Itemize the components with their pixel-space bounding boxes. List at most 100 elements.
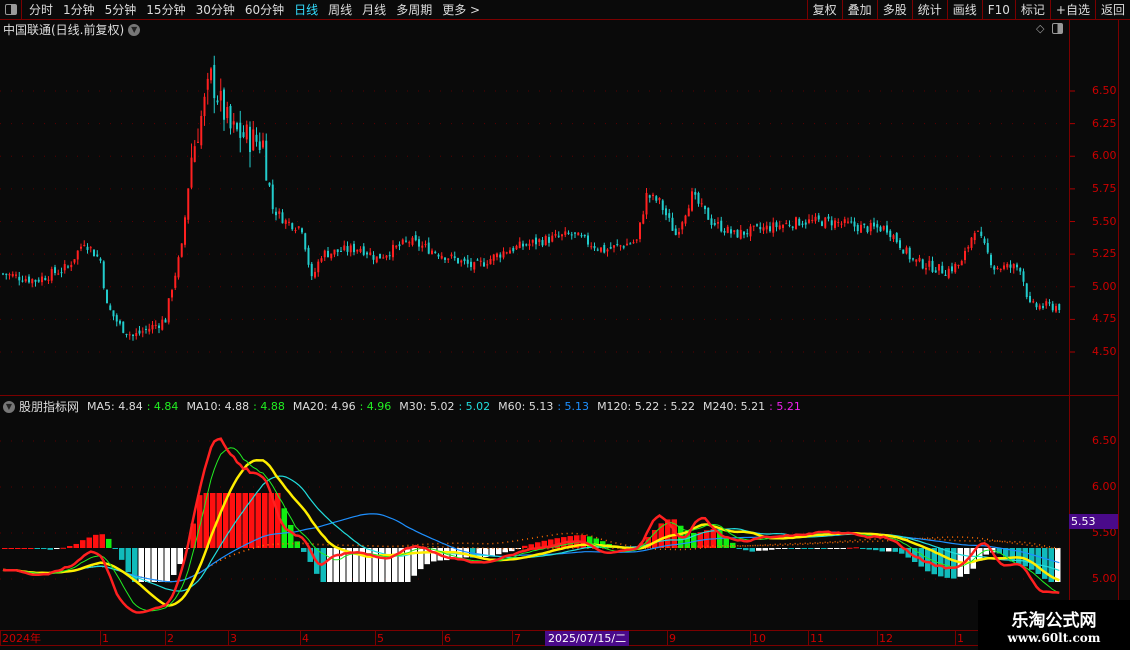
histogram-bar — [301, 548, 307, 552]
histogram-bar — [275, 493, 281, 548]
histogram-bar — [268, 493, 274, 548]
candle — [694, 192, 697, 195]
period-tab[interactable]: 1分钟 — [63, 3, 95, 17]
chevron-down-icon[interactable]: ▼ — [128, 23, 141, 36]
candle — [645, 192, 648, 215]
candle — [437, 254, 440, 257]
candle — [717, 222, 719, 224]
histogram-bar — [398, 548, 404, 582]
time-tick: 2 — [165, 631, 174, 646]
histogram-bar — [28, 548, 34, 549]
candle — [314, 271, 316, 278]
toolbar-button[interactable]: 叠加 — [841, 0, 877, 20]
candle — [626, 243, 628, 246]
candle — [2, 273, 4, 275]
candle — [41, 276, 43, 283]
watermark-logo: 乐淘公式网 www.60lt.com — [978, 600, 1130, 650]
ma5-line — [2, 437, 1060, 614]
candle — [99, 258, 102, 261]
toolbar-button[interactable]: 统计 — [911, 0, 947, 20]
histogram-bar — [106, 538, 112, 548]
histogram-bar — [177, 548, 183, 565]
period-tab[interactable]: 分时 — [29, 3, 54, 17]
candle — [310, 263, 313, 277]
candle — [307, 247, 310, 265]
toolbar-button[interactable]: +自选 — [1049, 0, 1095, 20]
period-tab[interactable]: 月线 — [362, 3, 387, 17]
toolbar-button[interactable]: 多股 — [876, 0, 912, 20]
candle — [886, 225, 888, 233]
histogram-bar — [190, 523, 196, 548]
toolbar-button[interactable]: 返回 — [1094, 0, 1130, 20]
toolbar-button[interactable]: F10 — [981, 0, 1015, 20]
candle — [457, 258, 459, 264]
candle — [648, 195, 651, 198]
period-tab[interactable]: 多周期 — [396, 3, 433, 17]
histogram-bar — [925, 548, 931, 572]
current-price-label: 5.53 — [1069, 514, 1118, 529]
period-tab[interactable]: 30分钟 — [195, 3, 235, 17]
candle — [788, 224, 791, 226]
histogram-bar — [1029, 548, 1035, 570]
toolbar-button[interactable]: 标记 — [1014, 0, 1050, 20]
candle — [200, 115, 203, 146]
candle — [801, 223, 804, 225]
candle — [814, 216, 817, 221]
toolbar-button[interactable]: 复权 — [806, 0, 842, 20]
chart-title[interactable]: 中国联通(日线.前复权) ▼ — [3, 21, 141, 38]
period-tab[interactable]: 更多 > — [442, 3, 481, 17]
period-tab[interactable]: 周线 — [328, 3, 353, 17]
candle — [50, 268, 53, 281]
histogram-bar — [756, 548, 762, 551]
histogram-bar — [223, 493, 229, 548]
candle — [697, 192, 700, 204]
kline-chart[interactable] — [0, 0, 1118, 630]
candle — [408, 242, 411, 244]
candle — [479, 260, 482, 262]
candle — [1058, 304, 1061, 310]
histogram-bar — [814, 548, 820, 549]
histogram-bar — [216, 493, 222, 548]
period-tab[interactable]: 5分钟 — [104, 3, 137, 17]
candle — [700, 203, 703, 205]
current-date-label: 2025/07/15/二 — [545, 631, 630, 646]
histogram-bar — [1009, 548, 1015, 562]
side-panel[interactable] — [1118, 20, 1130, 630]
histogram-bar — [541, 540, 547, 548]
candle — [600, 247, 602, 252]
candle — [665, 208, 667, 216]
period-tab[interactable]: 15分钟 — [146, 3, 186, 17]
toolbar-button[interactable]: 画线 — [946, 0, 982, 20]
histogram-bar — [834, 548, 840, 549]
histogram-bar — [1042, 548, 1048, 579]
candle — [632, 242, 635, 244]
candle — [148, 328, 151, 332]
candle — [977, 230, 979, 232]
candle — [691, 191, 693, 211]
candle — [226, 106, 229, 119]
histogram-bar — [743, 548, 749, 551]
indicator-tick: 5.50 — [1092, 526, 1117, 539]
candle — [606, 249, 609, 252]
period-tab[interactable]: 60分钟 — [244, 3, 285, 17]
candle — [1035, 303, 1038, 308]
pane-divider[interactable] — [0, 395, 1118, 396]
candle — [492, 254, 495, 261]
histogram-bar — [333, 548, 339, 582]
layout-toggle-icon[interactable] — [0, 0, 22, 20]
panel-toggle-icon[interactable] — [1052, 23, 1064, 34]
indicator-name[interactable]: 股朋指标网 — [19, 400, 80, 414]
indicator-tick: 5.00 — [1092, 572, 1117, 585]
diamond-icon[interactable]: ◇ — [1036, 22, 1045, 35]
candle — [951, 266, 953, 272]
candle — [993, 266, 996, 270]
candle — [177, 257, 180, 278]
candle — [447, 258, 450, 260]
price-tick: 5.25 — [1092, 247, 1117, 261]
candle — [684, 215, 687, 224]
chevron-down-icon[interactable]: ▼ — [3, 400, 15, 413]
histogram-bar — [8, 548, 14, 549]
period-tab[interactable]: 日线 — [294, 3, 319, 17]
candle — [223, 89, 225, 120]
histogram-bar — [736, 548, 742, 549]
